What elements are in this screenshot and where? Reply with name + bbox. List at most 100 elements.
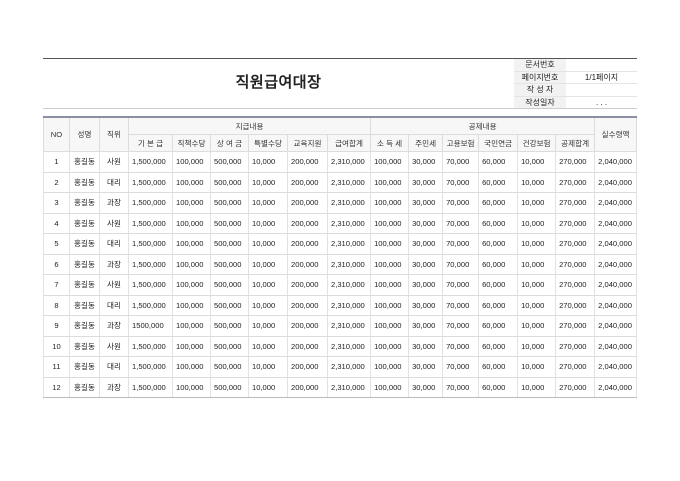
cell-no: 7: [43, 274, 70, 296]
cell-amount: 270,000: [555, 172, 596, 193]
cell-amount: 500,000: [210, 336, 249, 357]
info-value: [566, 59, 637, 72]
cell-position: 과장: [99, 377, 129, 398]
info-row: 작성일자. . .: [514, 96, 637, 109]
cell-amount: 200,000: [287, 274, 328, 296]
cell-amount: 70,000: [442, 192, 480, 214]
cell-no: 1: [43, 151, 70, 173]
header-net-pay: 실수령액: [594, 116, 637, 152]
cell-amount: 1,500,000: [128, 336, 173, 357]
cell-amount: 100,000: [172, 233, 211, 255]
cell-amount: 200,000: [287, 233, 328, 255]
page-title: 직원급여대장: [235, 74, 322, 91]
cell-amount: 70,000: [442, 213, 480, 234]
cell-amount: 10,000: [248, 336, 288, 357]
cell-amount: 70,000: [442, 356, 480, 378]
cell-amount: 200,000: [287, 172, 328, 193]
top-rule: [43, 58, 637, 59]
table-row: 1 홍길동 사원 1,500,000 100,000 500,000 10,000 200,0…: [43, 151, 637, 173]
cell-position: 대리: [99, 172, 129, 193]
cell-amount: 30,000: [408, 213, 444, 234]
cell-amount: 100,000: [370, 151, 410, 173]
cell-amount: 1,500,000: [128, 192, 173, 214]
cell-amount: 2,310,000: [326, 151, 372, 173]
cell-position: 사원: [99, 274, 129, 296]
cell-no: 3: [43, 192, 70, 214]
cell-amount: 10,000: [248, 274, 288, 296]
cell-amount: 500,000: [210, 254, 249, 275]
header-pay-5: 급여합계: [326, 134, 372, 152]
cell-amount: 60,000: [478, 356, 519, 378]
table-row: 9 홍길동 과장 1500,000 100,000 500,000 10,000 200,00…: [43, 315, 637, 337]
cell-amount: 70,000: [442, 315, 480, 337]
cell-name: 홍길동: [69, 295, 100, 316]
cell-amount: 200,000: [287, 213, 328, 234]
info-value: [566, 83, 637, 97]
cell-amount: 500,000: [210, 192, 249, 214]
cell-amount: 1,500,000: [128, 213, 173, 234]
cell-amount: 270,000: [555, 274, 596, 296]
cell-amount: 100,000: [172, 356, 211, 378]
cell-amount: 70,000: [442, 295, 480, 316]
cell-amount: 10,000: [248, 151, 288, 173]
table-row: 6 홍길동 과장 1,500,000 100,000 500,000 10,000 200,0…: [43, 254, 637, 275]
header-pay-0: 기 본 급: [128, 134, 173, 152]
cell-name: 홍길동: [69, 377, 100, 398]
cell-amount: 2,040,000: [594, 315, 637, 337]
cell-position: 대리: [99, 356, 129, 378]
payroll-table: NO 성명 직위 지급내용 공제내용 실수령액 기 본 급 직책수당 상 여 금 특별…: [43, 116, 637, 398]
cell-amount: 2,310,000: [326, 295, 372, 316]
cell-amount: 2,040,000: [594, 172, 637, 193]
cell-amount: 30,000: [408, 377, 444, 398]
header-no: NO: [43, 116, 70, 152]
cell-amount: 70,000: [442, 377, 480, 398]
cell-amount: 100,000: [370, 315, 410, 337]
cell-amount: 60,000: [478, 254, 519, 275]
cell-amount: 30,000: [408, 274, 444, 296]
cell-amount: 10,000: [248, 295, 288, 316]
cell-amount: 10,000: [517, 192, 557, 214]
cell-amount: 10,000: [517, 377, 557, 398]
cell-amount: 1,500,000: [128, 151, 173, 173]
table-row: 5 홍길동 대리 1,500,000 100,000 500,000 10,000 200,0…: [43, 233, 637, 255]
cell-amount: 2,310,000: [326, 213, 372, 234]
header-pay-3: 특별수당: [248, 134, 288, 152]
cell-amount: 270,000: [555, 213, 596, 234]
cell-amount: 70,000: [442, 172, 480, 193]
cell-position: 과장: [99, 192, 129, 214]
cell-amount: 10,000: [248, 315, 288, 337]
cell-position: 과장: [99, 315, 129, 337]
header-position: 직위: [99, 116, 129, 152]
cell-amount: 200,000: [287, 295, 328, 316]
cell-amount: 10,000: [248, 192, 288, 214]
cell-no: 11: [43, 356, 70, 378]
cell-name: 홍길동: [69, 172, 100, 193]
cell-no: 12: [43, 377, 70, 398]
cell-amount: 500,000: [210, 151, 249, 173]
cell-name: 홍길동: [69, 254, 100, 275]
cell-amount: 2,310,000: [326, 233, 372, 255]
header-name: 성명: [69, 116, 100, 152]
cell-position: 사원: [99, 213, 129, 234]
cell-amount: 10,000: [517, 336, 557, 357]
cell-amount: 200,000: [287, 356, 328, 378]
cell-amount: 1,500,000: [128, 295, 173, 316]
cell-amount: 10,000: [517, 233, 557, 255]
cell-amount: 10,000: [517, 356, 557, 378]
cell-amount: 100,000: [370, 192, 410, 214]
cell-amount: 500,000: [210, 233, 249, 255]
cell-amount: 200,000: [287, 151, 328, 173]
cell-name: 홍길동: [69, 151, 100, 173]
cell-amount: 100,000: [370, 172, 410, 193]
cell-amount: 10,000: [248, 377, 288, 398]
table-row: 2 홍길동 대리 1,500,000 100,000 500,000 10,000 200,0…: [43, 172, 637, 193]
cell-amount: 100,000: [370, 233, 410, 255]
cell-amount: 2,310,000: [326, 192, 372, 214]
cell-amount: 100,000: [172, 315, 211, 337]
cell-amount: 270,000: [555, 377, 596, 398]
cell-amount: 2,040,000: [594, 377, 637, 398]
cell-amount: 100,000: [172, 336, 211, 357]
cell-name: 홍길동: [69, 336, 100, 357]
cell-amount: 10,000: [248, 172, 288, 193]
cell-no: 6: [43, 254, 70, 275]
